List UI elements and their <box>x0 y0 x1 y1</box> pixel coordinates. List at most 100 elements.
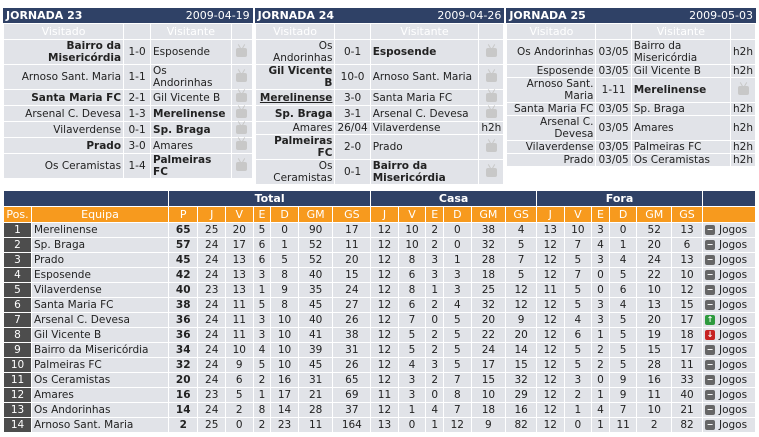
games-link[interactable]: Jogos <box>719 359 748 371</box>
games-link[interactable]: Jogos <box>719 299 748 311</box>
games-link[interactable]: Jogos <box>719 254 748 266</box>
tv-cell[interactable] <box>479 40 504 64</box>
games-cell[interactable]: − Jogos <box>703 268 755 282</box>
team-name[interactable]: Arnoso Sant. Maria <box>32 418 168 432</box>
games-link[interactable]: Jogos <box>719 374 748 386</box>
team-name[interactable]: Amares <box>32 388 168 402</box>
home-team-label[interactable]: Palmeiras FC <box>274 135 333 159</box>
tv-icon[interactable] <box>485 142 497 152</box>
games-cell[interactable]: − Jogos <box>703 253 755 267</box>
away-team[interactable]: Bairro da Misericórdia <box>370 160 479 184</box>
away-team[interactable]: Esposende <box>151 40 231 64</box>
tv-cell[interactable] <box>479 90 504 105</box>
tv-cell[interactable] <box>231 122 252 137</box>
team-name[interactable]: Palmeiras FC <box>32 358 168 372</box>
h2h-link[interactable]: h2h <box>731 116 756 140</box>
games-link[interactable]: Jogos <box>719 239 748 251</box>
tv-icon[interactable] <box>236 109 248 118</box>
home-team-label[interactable]: Gil Vicente B <box>268 65 333 89</box>
h2h-link[interactable]: h2h <box>731 40 756 64</box>
games-cell[interactable]: − Jogos <box>703 373 755 387</box>
tv-icon[interactable] <box>236 125 248 134</box>
home-team-label[interactable]: Os Andorinhas <box>517 46 594 58</box>
home-team[interactable]: Vilaverdense <box>4 122 124 137</box>
games-cell[interactable]: − Jogos <box>703 238 755 252</box>
team-name[interactable]: Esposende <box>32 268 168 282</box>
games-link[interactable]: Jogos <box>719 314 748 326</box>
h2h-link[interactable]: h2h <box>731 154 756 166</box>
games-cell[interactable]: − Jogos <box>703 418 755 432</box>
away-team[interactable]: Palmeiras FC <box>631 141 731 153</box>
games-link[interactable]: Jogos <box>719 389 748 401</box>
home-team-label[interactable]: Arnoso Sant. Maria <box>526 78 594 102</box>
home-team[interactable]: Arnoso Sant. Maria <box>4 65 124 89</box>
tv-icon[interactable] <box>236 161 248 171</box>
games-link[interactable]: Jogos <box>719 284 748 296</box>
games-cell[interactable]: − Jogos <box>703 283 755 297</box>
away-team[interactable]: Bairro da Misericórdia <box>631 40 731 64</box>
team-name[interactable]: Vilaverdense <box>32 283 168 297</box>
games-cell[interactable]: − Jogos <box>703 358 755 372</box>
home-team[interactable]: Gil Vicente B <box>255 65 335 89</box>
home-team[interactable]: Arsenal C. Devesa <box>507 116 596 140</box>
away-team[interactable]: Palmeiras FC <box>151 154 231 178</box>
tv-cell[interactable] <box>231 90 252 105</box>
home-team[interactable]: Santa Maria FC <box>4 90 124 105</box>
tv-icon[interactable] <box>485 109 497 118</box>
games-cell[interactable]: ↓ Jogos <box>703 328 755 342</box>
games-link[interactable]: Jogos <box>719 269 748 281</box>
away-team[interactable]: Gil Vicente B <box>151 90 231 105</box>
away-team[interactable]: Amares <box>151 138 231 153</box>
games-cell[interactable]: ↑ Jogos <box>703 313 755 327</box>
home-team[interactable]: Sp. Braga <box>255 106 335 121</box>
home-team[interactable]: Os Andorinhas <box>255 40 335 64</box>
tv-cell[interactable] <box>479 135 504 159</box>
away-team[interactable]: Os Ceramistas <box>631 154 731 166</box>
home-team[interactable]: Esposende <box>507 65 596 77</box>
h2h-link[interactable]: h2h <box>731 141 756 153</box>
away-team[interactable]: Sp. Braga <box>631 103 731 115</box>
home-team-label[interactable]: Amares <box>292 122 333 134</box>
team-name[interactable]: Gil Vicente B <box>32 328 168 342</box>
tv-icon[interactable] <box>485 167 497 177</box>
home-team[interactable]: Santa Maria FC <box>507 103 596 115</box>
home-team-label[interactable]: Bairro da Misericórdia <box>48 40 122 64</box>
away-team[interactable]: Arsenal C. Devesa <box>370 106 479 121</box>
team-name[interactable]: Sp. Braga <box>32 238 168 252</box>
home-team-label[interactable]: Vilaverdense <box>525 141 594 153</box>
away-team[interactable]: Sp. Braga <box>151 122 231 137</box>
home-team-label[interactable]: Os Ceramistas <box>273 160 333 184</box>
games-link[interactable]: Jogos <box>719 344 748 356</box>
tv-icon[interactable] <box>485 72 497 82</box>
tv-icon[interactable] <box>236 141 248 150</box>
games-link[interactable]: Jogos <box>719 419 748 431</box>
home-team[interactable]: Amares <box>255 122 335 134</box>
tv-cell[interactable] <box>231 138 252 153</box>
home-team[interactable]: Vilaverdense <box>507 141 596 153</box>
games-link[interactable]: Jogos <box>719 329 748 341</box>
away-team[interactable]: Os Andorinhas <box>151 65 231 89</box>
h2h-link[interactable]: h2h <box>731 65 756 77</box>
home-team[interactable]: Os Ceramistas <box>4 154 124 178</box>
home-team[interactable]: Arnoso Sant. Maria <box>507 78 596 102</box>
home-team[interactable]: Prado <box>4 138 124 153</box>
home-team-label[interactable]: Arnoso Sant. Maria <box>21 71 122 83</box>
team-name[interactable]: Prado <box>32 253 168 267</box>
away-team[interactable]: Prado <box>370 135 479 159</box>
tv-cell[interactable] <box>479 106 504 121</box>
tv-icon[interactable] <box>236 93 248 102</box>
home-team-label[interactable]: Sp. Braga <box>274 107 333 120</box>
team-name[interactable]: Bairro da Misericórdia <box>32 343 168 357</box>
away-team[interactable]: Merelinense <box>631 78 731 102</box>
home-team[interactable]: Os Andorinhas <box>507 40 596 64</box>
games-cell[interactable]: − Jogos <box>703 343 755 357</box>
games-link[interactable]: Jogos <box>719 224 748 236</box>
home-team[interactable]: Bairro da Misericórdia <box>4 40 124 64</box>
h2h-link[interactable]: h2h <box>479 122 504 134</box>
team-name[interactable]: Os Ceramistas <box>32 373 168 387</box>
home-team-label[interactable]: Santa Maria FC <box>31 91 122 104</box>
away-team[interactable]: Esposende <box>370 40 479 64</box>
tv-cell[interactable] <box>231 65 252 89</box>
tv-cell[interactable] <box>231 106 252 121</box>
tv-icon[interactable] <box>485 47 497 57</box>
